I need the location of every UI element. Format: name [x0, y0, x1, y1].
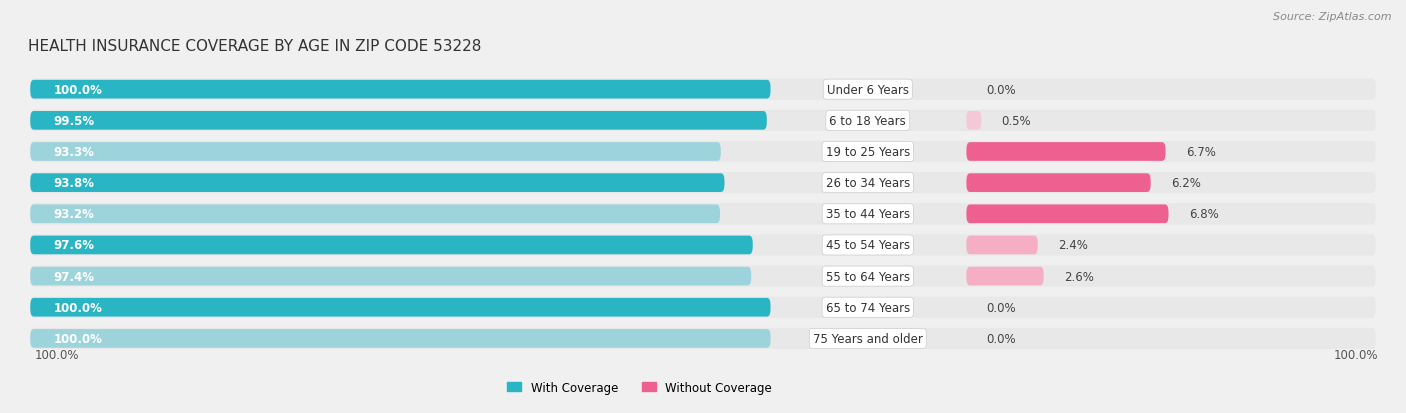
Text: HEALTH INSURANCE COVERAGE BY AGE IN ZIP CODE 53228: HEALTH INSURANCE COVERAGE BY AGE IN ZIP … [28, 39, 481, 54]
FancyBboxPatch shape [31, 205, 720, 223]
Text: 0.0%: 0.0% [987, 332, 1017, 345]
FancyBboxPatch shape [966, 174, 1150, 192]
FancyBboxPatch shape [966, 205, 1168, 223]
Text: 0.5%: 0.5% [1001, 114, 1031, 128]
FancyBboxPatch shape [31, 298, 770, 317]
Text: 2.6%: 2.6% [1064, 270, 1094, 283]
FancyBboxPatch shape [31, 174, 724, 192]
FancyBboxPatch shape [31, 328, 1375, 349]
FancyBboxPatch shape [31, 204, 1375, 225]
FancyBboxPatch shape [31, 173, 1375, 194]
Text: 100.0%: 100.0% [53, 301, 103, 314]
FancyBboxPatch shape [31, 110, 1375, 132]
Text: 45 to 54 Years: 45 to 54 Years [825, 239, 910, 252]
Text: 97.4%: 97.4% [53, 270, 94, 283]
FancyBboxPatch shape [31, 142, 1375, 163]
Text: 93.2%: 93.2% [53, 208, 94, 221]
Text: 55 to 64 Years: 55 to 64 Years [825, 270, 910, 283]
Legend: With Coverage, Without Coverage: With Coverage, Without Coverage [502, 376, 776, 399]
FancyBboxPatch shape [31, 329, 770, 348]
Text: 19 to 25 Years: 19 to 25 Years [825, 146, 910, 159]
FancyBboxPatch shape [31, 267, 751, 286]
Text: 6.8%: 6.8% [1188, 208, 1219, 221]
FancyBboxPatch shape [31, 266, 1375, 287]
Text: 100.0%: 100.0% [53, 83, 103, 97]
Text: 0.0%: 0.0% [987, 83, 1017, 97]
FancyBboxPatch shape [31, 143, 721, 161]
Text: 6 to 18 Years: 6 to 18 Years [830, 114, 907, 128]
FancyBboxPatch shape [31, 236, 752, 255]
Text: Under 6 Years: Under 6 Years [827, 83, 908, 97]
FancyBboxPatch shape [966, 267, 1043, 286]
Text: 0.0%: 0.0% [987, 301, 1017, 314]
FancyBboxPatch shape [31, 81, 770, 99]
FancyBboxPatch shape [31, 235, 1375, 256]
FancyBboxPatch shape [966, 143, 1166, 161]
FancyBboxPatch shape [966, 236, 1038, 255]
Text: 6.2%: 6.2% [1171, 177, 1201, 190]
Text: 100.0%: 100.0% [53, 332, 103, 345]
Text: 2.4%: 2.4% [1057, 239, 1088, 252]
Text: 26 to 34 Years: 26 to 34 Years [825, 177, 910, 190]
Text: 100.0%: 100.0% [34, 348, 79, 361]
Text: 6.7%: 6.7% [1185, 146, 1216, 159]
Text: 93.3%: 93.3% [53, 146, 94, 159]
Text: 65 to 74 Years: 65 to 74 Years [825, 301, 910, 314]
Text: Source: ZipAtlas.com: Source: ZipAtlas.com [1274, 12, 1392, 22]
FancyBboxPatch shape [31, 297, 1375, 318]
Text: 99.5%: 99.5% [53, 114, 94, 128]
Text: 100.0%: 100.0% [1334, 348, 1378, 361]
Text: 35 to 44 Years: 35 to 44 Years [825, 208, 910, 221]
Text: 93.8%: 93.8% [53, 177, 94, 190]
Text: 75 Years and older: 75 Years and older [813, 332, 922, 345]
FancyBboxPatch shape [31, 79, 1375, 100]
FancyBboxPatch shape [966, 112, 981, 131]
FancyBboxPatch shape [31, 112, 766, 131]
Text: 97.6%: 97.6% [53, 239, 94, 252]
